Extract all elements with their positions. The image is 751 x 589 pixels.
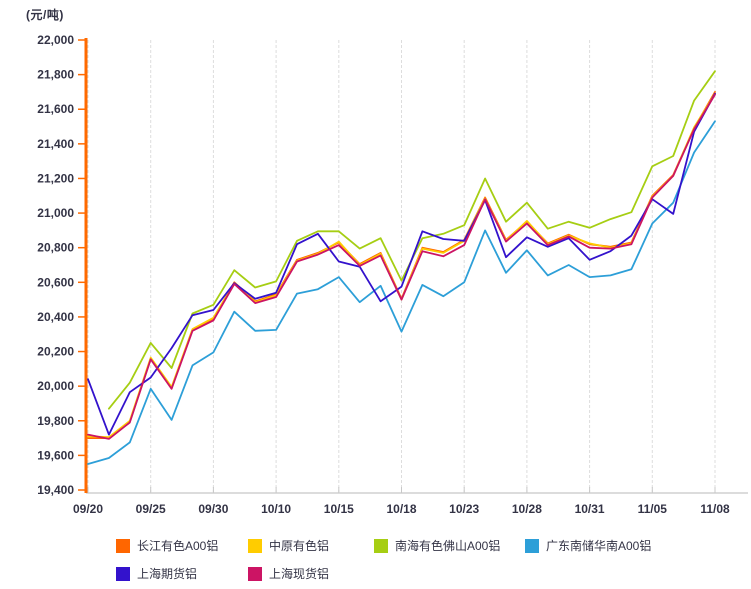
y-axis-label: 21,400 [37,137,74,151]
plot-area: 22,000 21,800 21,600 21,400 21,200 21,000 20,8… [37,33,748,516]
legend-swatch [248,538,262,553]
y-axis-label: 20,000 [37,379,74,393]
x-axis-label: 09/25 [136,502,166,516]
x-axis-label: 09/20 [73,502,103,516]
legend-item: 南海有色佛山A00铝 [374,538,500,553]
y-axis-label: 20,600 [37,275,74,289]
x-axis-label: 10/31 [575,502,605,516]
legend-label: 中原有色铝 [269,539,330,553]
y-axis-unit-label: (元/吨) [26,8,64,22]
y-axis-label: 20,200 [37,345,74,359]
x-axis-label: 09/30 [198,502,228,516]
x-axis-label: 10/23 [449,502,479,516]
series-line-广东南储华南A00铝 [87,120,716,465]
x-axis-label: 11/08 [700,502,730,516]
y-axis-label: 22,000 [37,33,74,47]
legend-item: 上海期货铝 [116,566,197,581]
y-axis-label: 19,600 [37,448,74,462]
legend-item: 广东南储华南A00铝 [525,538,651,553]
legend-label: 上海期货铝 [137,567,198,581]
y-axis-label: 21,200 [37,171,74,185]
x-axis-label: 11/05 [638,502,668,516]
y-axis-label: 21,800 [37,68,74,82]
y-axis-label: 20,400 [37,310,74,324]
y-axis-label: 20,800 [37,241,74,255]
series-line-上海现货铝 [87,93,716,440]
y-axis-label: 21,600 [37,102,74,116]
legend-swatch [116,566,130,581]
legend-item: 中原有色铝 [248,538,329,553]
legend-item: 长江有色A00铝 [116,538,218,553]
y-axis-label: 21,000 [37,206,74,220]
legend-item: 上海现货铝 [248,566,329,581]
legend-label: 广东南储华南A00铝 [546,539,652,553]
legend-label: 长江有色A00铝 [137,539,219,553]
y-axis-label: 19,400 [37,483,74,497]
legend-swatch [116,538,130,553]
x-axis-label: 10/18 [386,502,416,516]
legend-label: 上海现货铝 [269,567,330,581]
legend-swatch [374,538,388,553]
x-axis-label: 10/10 [261,502,291,516]
legend-label: 南海有色佛山A00铝 [395,539,501,553]
x-axis-label: 10/15 [324,502,354,516]
legend-swatch [248,566,262,581]
series-line-上海期货铝 [87,92,716,436]
x-axis-label: 10/28 [512,502,542,516]
legend-swatch [525,538,539,553]
y-axis-label: 19,800 [37,414,74,428]
